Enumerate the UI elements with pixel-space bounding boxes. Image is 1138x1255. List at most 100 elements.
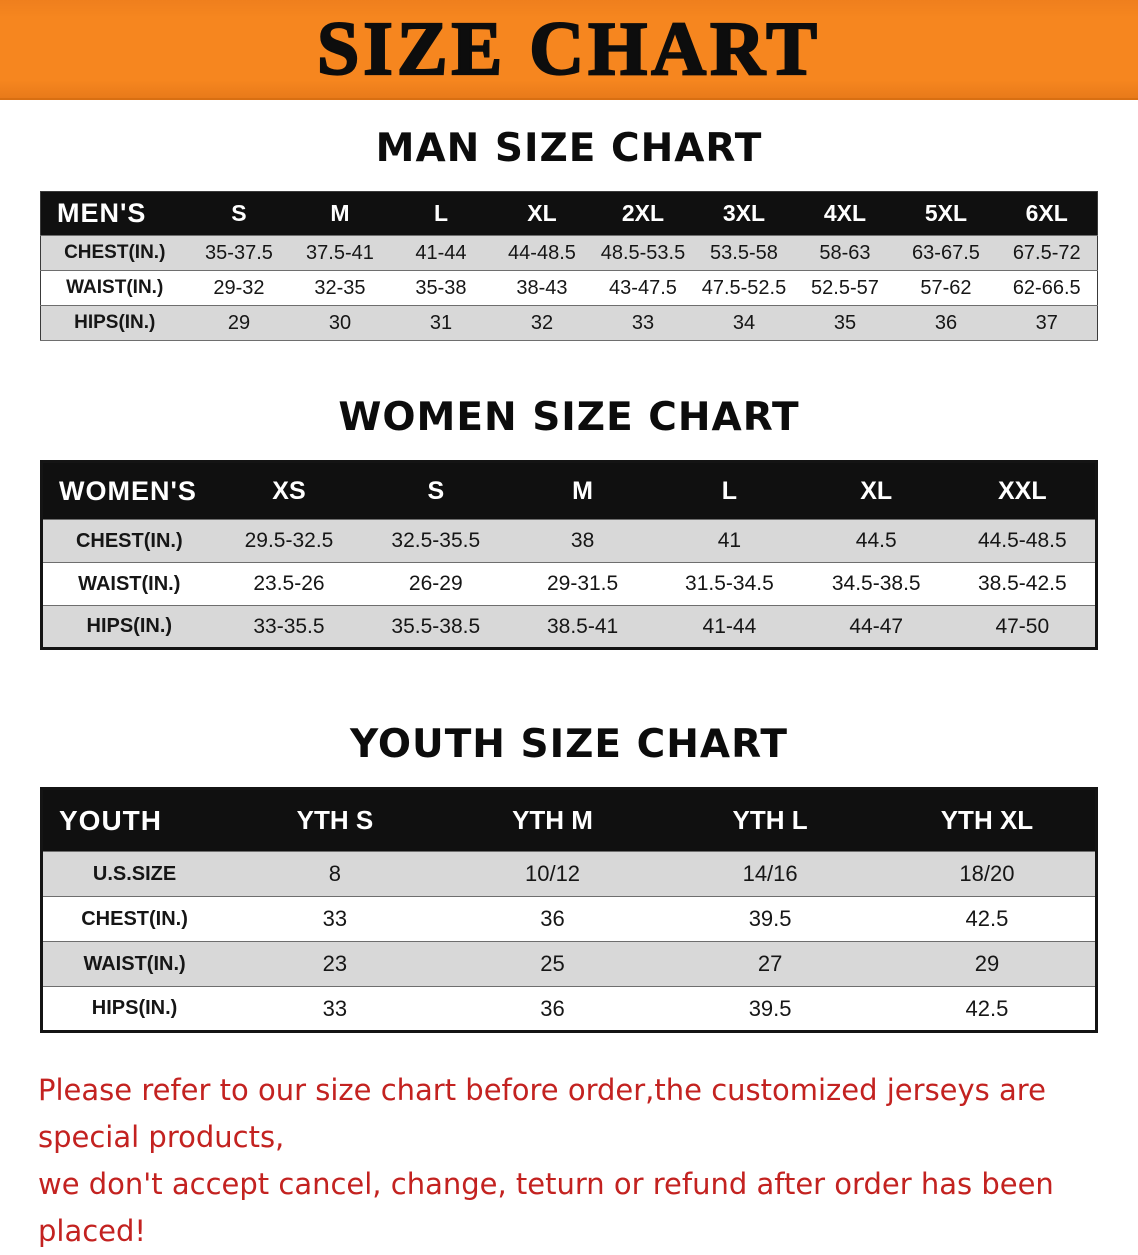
size-column-header: YTH L <box>661 788 879 852</box>
women-section-heading: WOMEN SIZE CHART <box>338 395 800 440</box>
measurement-label-cell: CHEST(IN.) <box>41 896 227 942</box>
measurement-value-cell: 29.5-32.5 <box>215 519 363 563</box>
measurement-value-cell: 48.5-53.5 <box>592 235 694 271</box>
measurement-value-cell: 38.5-42.5 <box>949 562 1097 606</box>
measurement-value-cell: 14/16 <box>661 851 879 897</box>
measurement-value-cell: 35-37.5 <box>188 235 290 271</box>
measurement-value-cell: 42.5 <box>878 896 1097 942</box>
size-column-header: 4XL <box>794 191 896 236</box>
measurement-value-cell: 67.5-72 <box>996 235 1098 271</box>
measurement-value-cell: 27 <box>661 941 879 987</box>
size-column-header: YTH XL <box>878 788 1097 852</box>
size-column-header: 6XL <box>996 191 1098 236</box>
men-size-section: MAN SIZE CHART MEN'S S M L XL 2XL 3XL 4XL 5XL 6XL… <box>0 126 1138 341</box>
table-header-row: MEN'S S M L XL 2XL 3XL 4XL 5XL 6XL <box>40 191 1098 236</box>
size-column-header: M <box>289 191 391 236</box>
measurement-value-cell: 33 <box>226 986 444 1032</box>
measurement-value-cell: 18/20 <box>878 851 1097 897</box>
size-column-header: 2XL <box>592 191 694 236</box>
table-row: CHEST(IN.) 35-37.5 37.5-41 41-44 44-48.5 48.5… <box>40 235 1098 271</box>
size-column-header: XXL <box>949 461 1097 520</box>
measurement-value-cell: 29-32 <box>188 270 290 306</box>
measurement-value-cell: 38.5-41 <box>509 605 656 649</box>
measurement-label-cell: WAIST(IN.) <box>41 941 227 987</box>
disclaimer-text: Please refer to our size chart before or… <box>38 1067 1102 1255</box>
disclaimer-line-2: we don't accept cancel, change, teturn o… <box>38 1166 1054 1248</box>
measurement-value-cell: 62-66.5 <box>996 270 1098 306</box>
measurement-value-cell: 33 <box>592 305 694 341</box>
measurement-value-cell: 38-43 <box>491 270 593 306</box>
size-column-header: YTH M <box>443 788 662 852</box>
size-column-header: S <box>362 461 510 520</box>
size-column-header: 3XL <box>693 191 795 236</box>
measurement-label-cell: U.S.SIZE <box>41 851 227 897</box>
measurement-value-cell: 23 <box>226 941 444 987</box>
size-column-header: S <box>188 191 290 236</box>
measurement-value-cell: 39.5 <box>661 896 879 942</box>
measurement-value-cell: 32.5-35.5 <box>362 519 510 563</box>
measurement-label-cell: HIPS(IN.) <box>41 986 227 1032</box>
measurement-label-cell: CHEST(IN.) <box>41 519 216 563</box>
measurement-value-cell: 36 <box>443 986 662 1032</box>
measurement-value-cell: 63-67.5 <box>895 235 997 271</box>
size-column-header: M <box>509 461 656 520</box>
banner: SIZE CHART <box>0 0 1138 100</box>
men-size-table: MEN'S S M L XL 2XL 3XL 4XL 5XL 6XL CHEST(IN.) 35-37… <box>40 191 1098 341</box>
youth-section-heading: YOUTH SIZE CHART <box>350 722 788 767</box>
measurement-value-cell: 43-47.5 <box>592 270 694 306</box>
table-row: CHEST(IN.) 33 36 39.5 42.5 <box>41 896 1097 942</box>
measurement-label-cell: WAIST(IN.) <box>40 270 189 306</box>
measurement-label-cell: HIPS(IN.) <box>40 305 189 341</box>
measurement-value-cell: 35-38 <box>390 270 492 306</box>
measurement-value-cell: 37 <box>996 305 1098 341</box>
measurement-value-cell: 41-44 <box>390 235 492 271</box>
measurement-value-cell: 44-47 <box>802 605 950 649</box>
measurement-value-cell: 8 <box>226 851 444 897</box>
measurement-value-cell: 38 <box>509 519 656 563</box>
measurement-value-cell: 41 <box>656 519 803 563</box>
measurement-value-cell: 44.5-48.5 <box>949 519 1097 563</box>
measurement-value-cell: 31.5-34.5 <box>656 562 803 606</box>
size-column-header: XL <box>802 461 950 520</box>
table-title-cell: WOMEN'S <box>41 461 216 520</box>
size-column-header: XL <box>491 191 593 236</box>
measurement-value-cell: 32-35 <box>289 270 391 306</box>
measurement-value-cell: 36 <box>443 896 662 942</box>
size-column-header: YTH S <box>226 788 444 852</box>
measurement-value-cell: 26-29 <box>362 562 510 606</box>
measurement-value-cell: 35.5-38.5 <box>362 605 510 649</box>
measurement-value-cell: 29 <box>188 305 290 341</box>
measurement-value-cell: 44-48.5 <box>491 235 593 271</box>
measurement-value-cell: 47.5-52.5 <box>693 270 795 306</box>
table-row: HIPS(IN.) 29 30 31 32 33 34 35 36 37 <box>40 305 1098 341</box>
size-column-header: 5XL <box>895 191 997 236</box>
measurement-value-cell: 52.5-57 <box>794 270 896 306</box>
women-size-table: WOMEN'S XS S M L XL XXL CHEST(IN.) 29.5-32.5 32.5… <box>40 460 1098 650</box>
table-row: WAIST(IN.) 29-32 32-35 35-38 38-43 43-47.5 47.… <box>40 270 1098 306</box>
measurement-value-cell: 33-35.5 <box>215 605 363 649</box>
measurement-value-cell: 53.5-58 <box>693 235 795 271</box>
measurement-label-cell: HIPS(IN.) <box>41 605 216 649</box>
measurement-value-cell: 34.5-38.5 <box>802 562 950 606</box>
women-size-section: WOMEN SIZE CHART WOMEN'S XS S M L XL XXL CHEST(… <box>0 395 1138 650</box>
measurement-value-cell: 10/12 <box>443 851 662 897</box>
table-row: HIPS(IN.) 33-35.5 35.5-38.5 38.5-41 41-44 44-… <box>41 605 1097 649</box>
measurement-value-cell: 58-63 <box>794 235 896 271</box>
measurement-value-cell: 44.5 <box>802 519 950 563</box>
measurement-label-cell: CHEST(IN.) <box>40 235 189 271</box>
measurement-value-cell: 25 <box>443 941 662 987</box>
measurement-value-cell: 36 <box>895 305 997 341</box>
youth-size-table: YOUTH YTH S YTH M YTH L YTH XL U.S.SIZE 8 10/12… <box>40 787 1098 1033</box>
measurement-value-cell: 30 <box>289 305 391 341</box>
size-column-header: XS <box>215 461 363 520</box>
page-title: SIZE CHART <box>316 7 821 91</box>
disclaimer-line-1: Please refer to our size chart before or… <box>38 1073 1046 1154</box>
table-title-cell: YOUTH <box>41 788 227 852</box>
measurement-value-cell: 34 <box>693 305 795 341</box>
measurement-value-cell: 42.5 <box>878 986 1097 1032</box>
size-column-header: L <box>656 461 803 520</box>
men-section-heading: MAN SIZE CHART <box>375 126 763 171</box>
measurement-value-cell: 57-62 <box>895 270 997 306</box>
measurement-value-cell: 47-50 <box>949 605 1097 649</box>
measurement-value-cell: 37.5-41 <box>289 235 391 271</box>
